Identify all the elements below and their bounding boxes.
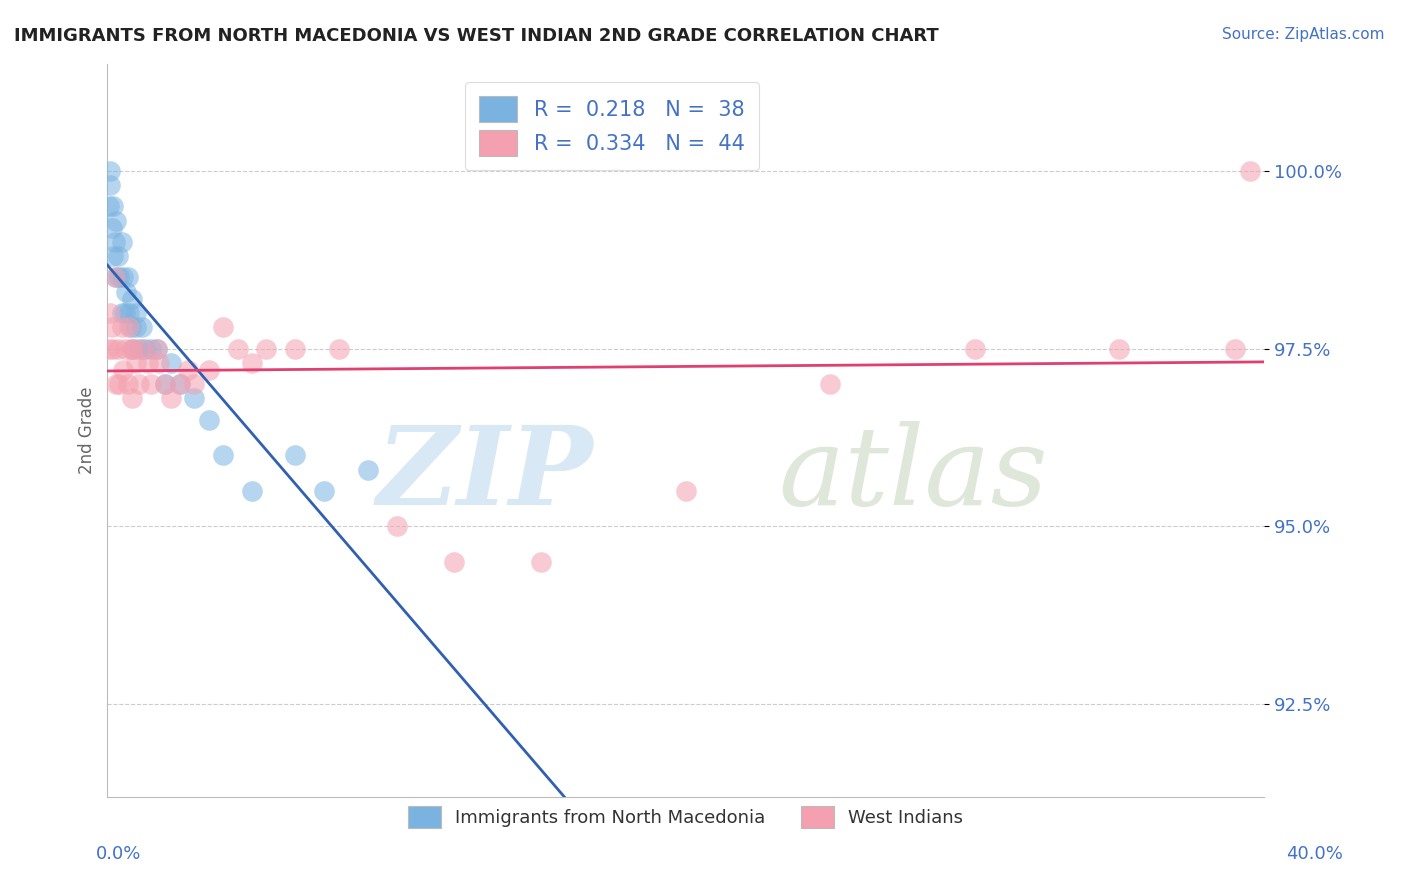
Point xyxy=(240,483,263,498)
Point xyxy=(128,342,150,356)
Point xyxy=(117,377,139,392)
Point xyxy=(128,377,150,392)
Point xyxy=(1239,163,1261,178)
Point xyxy=(112,363,135,377)
Point xyxy=(226,342,249,356)
Point xyxy=(443,555,465,569)
Point xyxy=(114,342,136,356)
Text: atlas: atlas xyxy=(779,421,1047,528)
Point xyxy=(105,270,128,285)
Legend: Immigrants from North Macedonia, West Indians: Immigrants from North Macedonia, West In… xyxy=(401,799,970,836)
Text: 40.0%: 40.0% xyxy=(1286,845,1343,863)
Point xyxy=(356,462,378,476)
Point xyxy=(177,363,200,377)
Text: 0.0%: 0.0% xyxy=(96,845,141,863)
Point xyxy=(254,342,277,356)
Point xyxy=(111,235,134,249)
Point xyxy=(139,377,162,392)
Point xyxy=(117,270,139,285)
Point xyxy=(97,199,120,213)
Point xyxy=(136,356,159,370)
Point xyxy=(98,163,121,178)
Point xyxy=(120,320,142,334)
Point xyxy=(145,342,167,356)
Point xyxy=(120,342,142,356)
Point xyxy=(125,356,148,370)
Point xyxy=(314,483,336,498)
Text: IMMIGRANTS FROM NORTH MACEDONIA VS WEST INDIAN 2ND GRADE CORRELATION CHART: IMMIGRANTS FROM NORTH MACEDONIA VS WEST … xyxy=(14,27,939,45)
Point xyxy=(197,363,219,377)
Point xyxy=(104,235,127,249)
Point xyxy=(100,320,122,334)
Point xyxy=(1108,342,1130,356)
Point xyxy=(183,392,205,406)
Point xyxy=(169,377,191,392)
Point xyxy=(122,342,145,356)
Point xyxy=(118,306,141,320)
Point xyxy=(112,270,135,285)
Point xyxy=(121,292,143,306)
Point xyxy=(97,342,120,356)
Text: ZIP: ZIP xyxy=(377,421,593,528)
Point xyxy=(101,249,124,263)
Point xyxy=(134,342,156,356)
Point xyxy=(98,306,121,320)
Point xyxy=(212,448,235,462)
Point xyxy=(145,342,167,356)
Point xyxy=(131,320,153,334)
Point xyxy=(101,342,124,356)
Point xyxy=(155,377,177,392)
Point xyxy=(107,249,129,263)
Point xyxy=(284,448,307,462)
Point xyxy=(148,356,170,370)
Point xyxy=(122,342,145,356)
Point xyxy=(121,392,143,406)
Point xyxy=(104,270,127,285)
Text: Source: ZipAtlas.com: Source: ZipAtlas.com xyxy=(1222,27,1385,42)
Point xyxy=(160,392,183,406)
Point xyxy=(155,377,177,392)
Point xyxy=(328,342,350,356)
Point xyxy=(108,377,131,392)
Point xyxy=(197,413,219,427)
Point xyxy=(675,483,697,498)
Point xyxy=(820,377,842,392)
Point xyxy=(125,320,148,334)
Point xyxy=(139,342,162,356)
Point xyxy=(107,342,129,356)
Point xyxy=(212,320,235,334)
Y-axis label: 2nd Grade: 2nd Grade xyxy=(79,386,96,475)
Point xyxy=(240,356,263,370)
Point xyxy=(105,377,128,392)
Point xyxy=(118,320,141,334)
Point xyxy=(101,199,124,213)
Point xyxy=(1223,342,1246,356)
Point xyxy=(111,320,134,334)
Point xyxy=(963,342,986,356)
Point xyxy=(105,213,128,227)
Point xyxy=(125,306,148,320)
Point xyxy=(100,220,122,235)
Point xyxy=(115,285,138,299)
Point xyxy=(114,306,136,320)
Point xyxy=(385,519,408,533)
Point xyxy=(160,356,183,370)
Point xyxy=(530,555,553,569)
Point xyxy=(131,342,153,356)
Point xyxy=(169,377,191,392)
Point xyxy=(284,342,307,356)
Point xyxy=(98,178,121,192)
Point xyxy=(108,270,131,285)
Point xyxy=(111,306,134,320)
Point xyxy=(183,377,205,392)
